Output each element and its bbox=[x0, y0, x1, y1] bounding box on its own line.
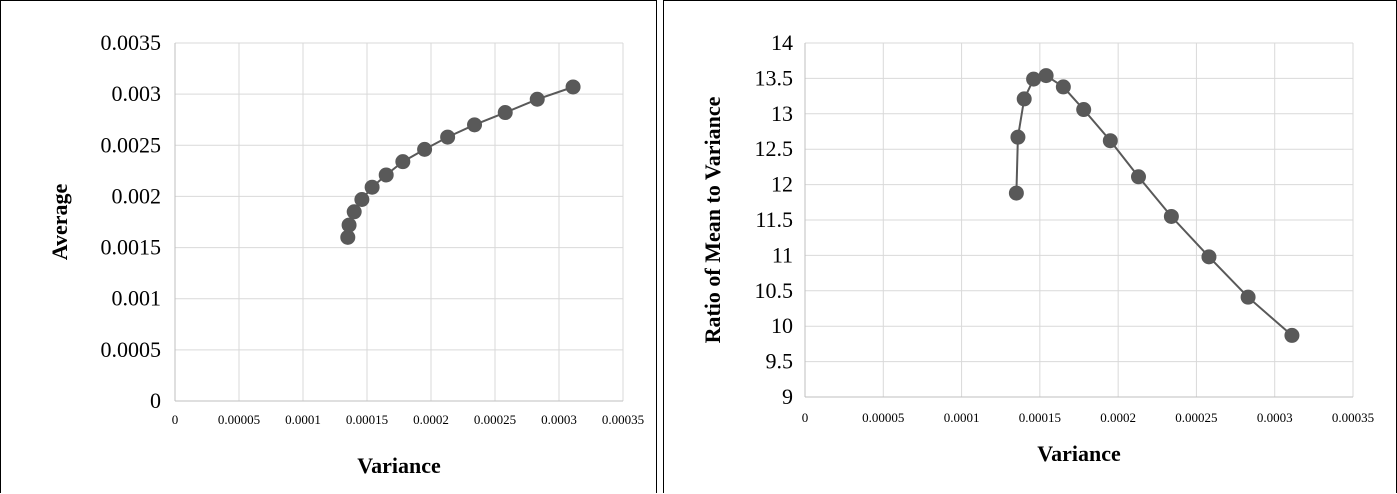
series-line bbox=[346, 86, 574, 238]
data-point bbox=[565, 79, 581, 95]
x-tick-label: 0.00005 bbox=[218, 412, 260, 427]
x-tick-label: 0.0003 bbox=[541, 412, 577, 427]
x-tick-label: 0.00035 bbox=[602, 412, 644, 427]
y-axis-title: Ratio of Mean to Variance bbox=[700, 96, 725, 343]
data-point bbox=[1055, 79, 1071, 95]
y-tick-label: 0.0025 bbox=[101, 132, 162, 157]
x-tick-label: 0.00015 bbox=[346, 412, 388, 427]
x-tick-label: 0.0002 bbox=[1100, 410, 1136, 425]
y-tick-label: 13 bbox=[771, 101, 793, 126]
data-point bbox=[467, 117, 483, 133]
y-tick-label: 0.003 bbox=[112, 81, 162, 106]
data-point bbox=[1010, 129, 1026, 145]
y-tick-label: 10.5 bbox=[755, 278, 794, 303]
data-point bbox=[440, 129, 456, 145]
chart-ratio-vs-variance: 9 9.5 10 10.5 11 11.5 12 12.5 13 13.5 14 0 0.00005 0.… bbox=[700, 30, 1374, 466]
data-point bbox=[1026, 71, 1042, 87]
x-tick-label: 0.00005 bbox=[862, 410, 904, 425]
y-tick-label: 14 bbox=[771, 30, 793, 55]
y-tick-label: 0.002 bbox=[112, 183, 162, 208]
data-point bbox=[529, 91, 545, 107]
y-tick-label: 12.5 bbox=[755, 136, 794, 161]
data-point bbox=[1016, 91, 1032, 107]
data-point bbox=[1201, 249, 1217, 265]
y-tick-label: 10 bbox=[771, 313, 793, 338]
x-axis-title: Variance bbox=[357, 453, 441, 478]
data-point bbox=[395, 154, 411, 170]
x-tick-label: 0 bbox=[172, 412, 179, 427]
x-tick-label: 0.0001 bbox=[944, 410, 980, 425]
data-point bbox=[364, 179, 380, 195]
data-point bbox=[341, 217, 357, 233]
chart-panel-average: 0 0.0005 0.001 0.0015 0.002 0.0025 0.003 0.0035… bbox=[0, 0, 657, 493]
data-point bbox=[1284, 327, 1300, 343]
y-tick-label: 12 bbox=[771, 172, 793, 197]
x-tick-label: 0.00015 bbox=[1019, 410, 1061, 425]
chart-average-vs-variance: 0 0.0005 0.001 0.0015 0.002 0.0025 0.003 0.0035… bbox=[47, 30, 644, 478]
data-point bbox=[346, 204, 362, 220]
data-point bbox=[1130, 169, 1146, 185]
y-tick-label: 9 bbox=[782, 384, 793, 409]
y-tick-label: 0.0015 bbox=[101, 235, 162, 260]
y-tick-label: 0 bbox=[150, 388, 161, 413]
x-tick-label: 0 bbox=[802, 410, 809, 425]
y-tick-label: 11.5 bbox=[755, 207, 793, 232]
x-tick-label: 0.0001 bbox=[285, 412, 321, 427]
y-tick-label: 9.5 bbox=[766, 349, 794, 374]
x-tick-label: 0.00025 bbox=[474, 412, 516, 427]
data-point bbox=[1240, 289, 1256, 305]
data-point bbox=[1038, 68, 1054, 84]
data-point bbox=[1163, 208, 1179, 224]
x-tick-label: 0.0002 bbox=[413, 412, 449, 427]
x-tick-label: 0.00025 bbox=[1175, 410, 1217, 425]
y-tick-label: 13.5 bbox=[755, 65, 794, 90]
data-point bbox=[354, 191, 370, 207]
y-axis-title: Average bbox=[47, 183, 72, 260]
data-point bbox=[417, 141, 433, 157]
chart-panel-ratio: 9 9.5 10 10.5 11 11.5 12 12.5 13 13.5 14 0 0.00005 0.… bbox=[663, 0, 1397, 493]
y-tick-label: 0.001 bbox=[112, 286, 162, 311]
x-tick-label: 0.0003 bbox=[1257, 410, 1293, 425]
y-tick-label: 0.0035 bbox=[101, 30, 162, 55]
y-tick-label: 0.0005 bbox=[101, 337, 162, 362]
data-point bbox=[1102, 133, 1118, 149]
data-point bbox=[1076, 102, 1092, 118]
x-axis-title: Variance bbox=[1037, 441, 1121, 466]
data-point bbox=[378, 167, 394, 183]
y-tick-label: 11 bbox=[772, 242, 793, 267]
data-point bbox=[1008, 185, 1024, 201]
x-tick-label: 0.00035 bbox=[1332, 410, 1374, 425]
data-point bbox=[497, 105, 513, 121]
